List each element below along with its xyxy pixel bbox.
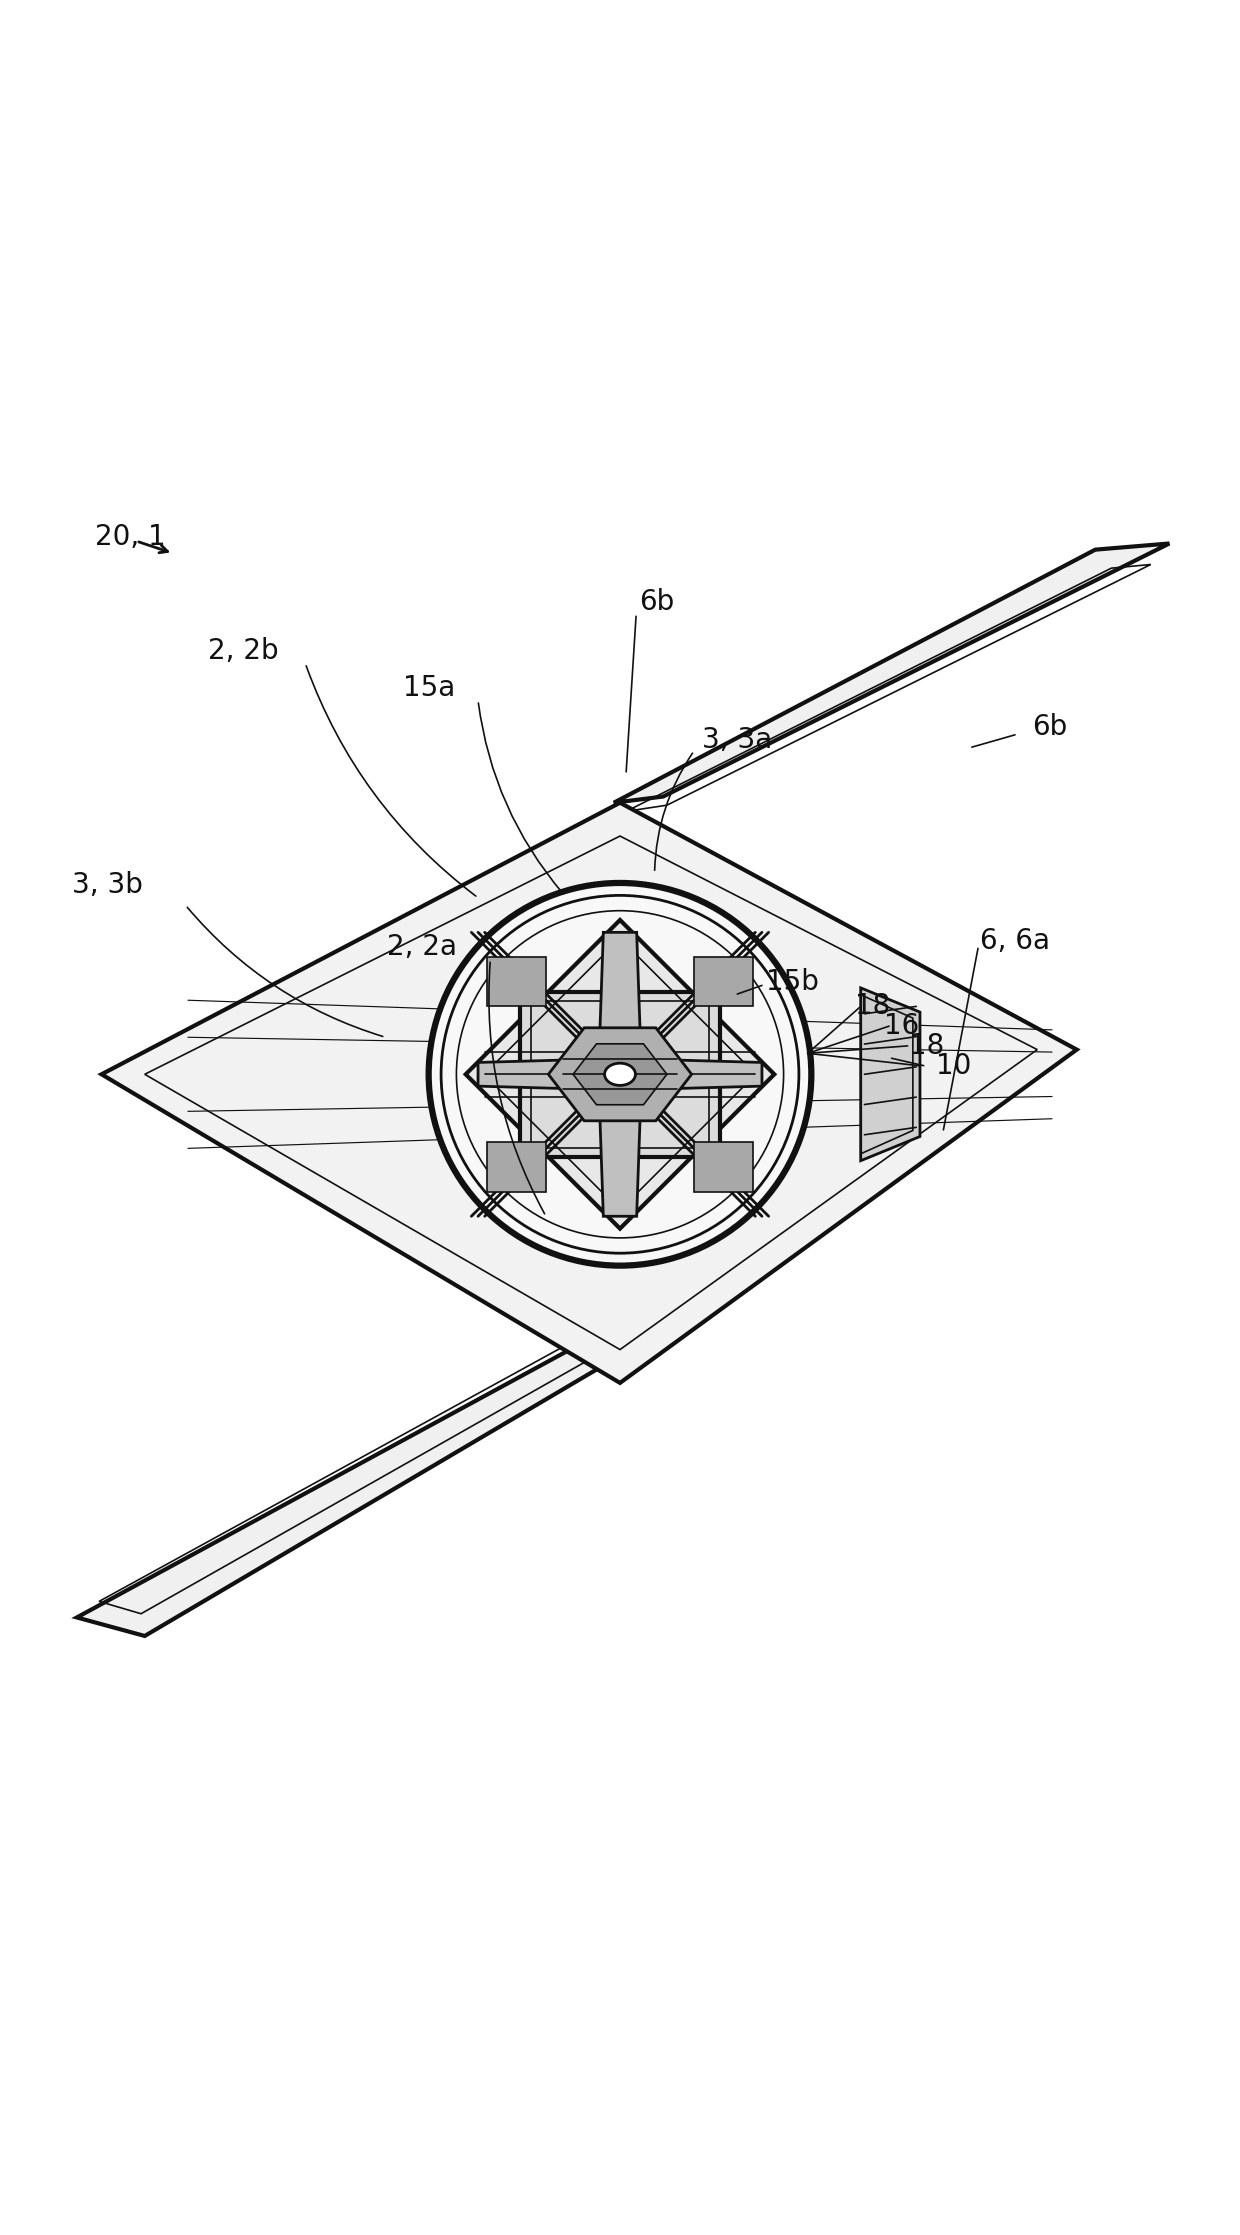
Polygon shape: [487, 1142, 546, 1191]
Text: 3, 3b: 3, 3b: [72, 872, 143, 898]
Polygon shape: [614, 543, 1169, 802]
Ellipse shape: [605, 1064, 635, 1086]
Text: 18: 18: [909, 1033, 944, 1059]
Polygon shape: [694, 1142, 753, 1191]
Polygon shape: [548, 1028, 692, 1120]
Polygon shape: [77, 1345, 626, 1636]
Ellipse shape: [429, 883, 811, 1265]
Text: 2, 2b: 2, 2b: [208, 637, 279, 664]
Polygon shape: [487, 957, 546, 1006]
Polygon shape: [600, 932, 640, 1039]
Text: 16: 16: [884, 1012, 919, 1039]
Text: 2, 2a: 2, 2a: [387, 934, 458, 961]
Text: 15b: 15b: [766, 968, 820, 997]
Text: 10: 10: [936, 1053, 971, 1080]
Text: 15a: 15a: [403, 675, 455, 702]
Text: 6b: 6b: [1032, 713, 1068, 742]
Text: 20, 1: 20, 1: [95, 523, 166, 552]
Text: 18: 18: [856, 992, 890, 1021]
Polygon shape: [656, 1059, 761, 1088]
Polygon shape: [600, 1111, 640, 1216]
Polygon shape: [520, 992, 720, 1155]
Polygon shape: [573, 1044, 667, 1104]
Polygon shape: [102, 802, 1076, 1383]
Text: 6, 6a: 6, 6a: [980, 928, 1050, 954]
Polygon shape: [466, 921, 774, 1229]
Polygon shape: [861, 988, 920, 1160]
Polygon shape: [694, 957, 753, 1006]
Text: 3, 3a: 3, 3a: [702, 726, 773, 753]
Polygon shape: [479, 1059, 584, 1088]
Text: 6b: 6b: [640, 588, 675, 615]
